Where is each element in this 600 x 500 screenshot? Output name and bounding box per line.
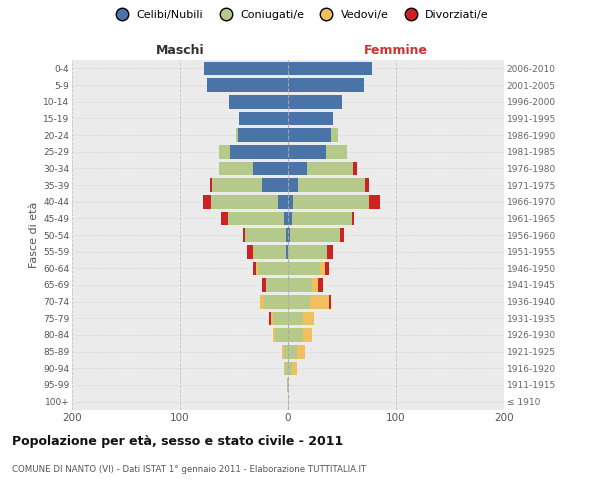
Bar xyxy=(288,162,307,175)
Bar xyxy=(287,378,288,392)
Bar xyxy=(212,178,262,192)
Bar xyxy=(340,228,344,242)
Bar xyxy=(318,278,323,292)
Bar xyxy=(288,278,312,292)
Bar xyxy=(288,295,310,308)
Bar xyxy=(352,212,354,225)
Bar xyxy=(288,345,296,358)
Bar xyxy=(310,295,329,308)
Bar xyxy=(288,95,342,108)
Bar xyxy=(219,162,253,175)
Bar xyxy=(320,262,325,275)
Bar xyxy=(253,162,288,175)
Bar xyxy=(284,362,285,375)
Bar xyxy=(284,345,288,358)
Bar xyxy=(210,178,212,192)
Bar xyxy=(288,312,303,325)
Bar xyxy=(260,295,264,308)
Bar xyxy=(242,228,245,242)
Bar xyxy=(229,95,288,108)
Bar xyxy=(288,78,364,92)
Bar xyxy=(365,178,369,192)
Bar xyxy=(278,195,288,208)
Bar xyxy=(303,328,312,342)
Bar xyxy=(290,228,340,242)
Bar xyxy=(211,195,278,208)
Bar xyxy=(325,262,329,275)
Bar xyxy=(281,345,284,358)
Bar xyxy=(203,195,211,208)
Bar xyxy=(288,195,293,208)
Bar xyxy=(286,228,288,242)
Bar xyxy=(292,212,352,225)
Bar xyxy=(329,295,331,308)
Text: Maschi: Maschi xyxy=(155,44,205,57)
Bar xyxy=(204,62,288,75)
Bar xyxy=(307,162,353,175)
Bar xyxy=(288,245,327,258)
Bar xyxy=(262,278,266,292)
Bar xyxy=(303,312,314,325)
Bar xyxy=(298,178,365,192)
Text: Popolazione per età, sesso e stato civile - 2011: Popolazione per età, sesso e stato civil… xyxy=(12,435,343,448)
Bar xyxy=(273,312,288,325)
Bar xyxy=(288,145,326,158)
Bar xyxy=(273,328,275,342)
Bar xyxy=(284,212,288,225)
Bar xyxy=(253,245,286,258)
Bar xyxy=(227,212,284,225)
Bar xyxy=(258,262,288,275)
Bar xyxy=(292,362,296,375)
Bar xyxy=(288,178,298,192)
Bar xyxy=(253,262,256,275)
Bar xyxy=(264,295,288,308)
Bar xyxy=(327,245,334,258)
Bar xyxy=(275,328,288,342)
Bar xyxy=(296,345,305,358)
Bar xyxy=(286,245,288,258)
Bar xyxy=(288,362,292,375)
Bar xyxy=(236,128,238,142)
Bar xyxy=(266,278,288,292)
Bar xyxy=(230,145,288,158)
Bar xyxy=(288,228,290,242)
Bar xyxy=(269,312,271,325)
Bar xyxy=(285,362,288,375)
Text: COMUNE DI NANTO (VI) - Dati ISTAT 1° gennaio 2011 - Elaborazione TUTTITALIA.IT: COMUNE DI NANTO (VI) - Dati ISTAT 1° gen… xyxy=(12,465,366,474)
Bar xyxy=(288,112,334,125)
Bar xyxy=(353,162,357,175)
Y-axis label: Fasce di età: Fasce di età xyxy=(29,202,39,268)
Bar xyxy=(239,112,288,125)
Bar xyxy=(262,178,288,192)
Bar xyxy=(331,128,338,142)
Bar xyxy=(247,245,253,258)
Legend: Celibi/Nubili, Coniugati/e, Vedovi/e, Divorziati/e: Celibi/Nubili, Coniugati/e, Vedovi/e, Di… xyxy=(107,6,493,25)
Bar xyxy=(326,145,347,158)
Bar xyxy=(288,212,292,225)
Bar xyxy=(288,128,331,142)
Bar xyxy=(288,328,303,342)
Bar xyxy=(219,145,230,158)
Bar xyxy=(288,62,372,75)
Text: Femmine: Femmine xyxy=(364,44,428,57)
Bar xyxy=(238,128,288,142)
Bar xyxy=(369,195,380,208)
Bar xyxy=(288,378,289,392)
Bar xyxy=(293,195,369,208)
Bar xyxy=(271,312,273,325)
Bar xyxy=(207,78,288,92)
Bar xyxy=(245,228,286,242)
Bar xyxy=(288,262,320,275)
Bar xyxy=(312,278,318,292)
Bar xyxy=(221,212,227,225)
Bar xyxy=(256,262,258,275)
